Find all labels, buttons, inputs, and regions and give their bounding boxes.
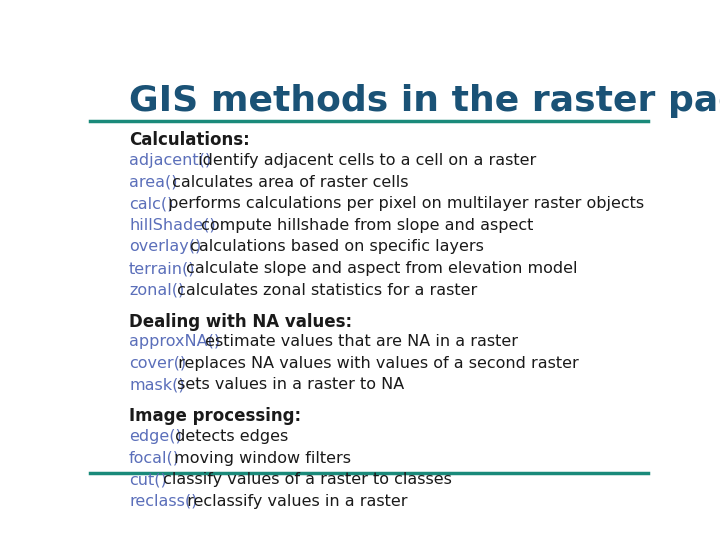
Text: terrain(): terrain() [129,261,196,276]
Text: Image processing:: Image processing: [129,407,301,426]
Text: calculate slope and aspect from elevation model: calculate slope and aspect from elevatio… [181,261,577,276]
Text: approxNA(): approxNA() [129,334,220,349]
Text: calc(): calc() [129,196,174,211]
Text: cut(): cut() [129,472,167,487]
Text: Calculations:: Calculations: [129,131,250,150]
Text: Dealing with NA values:: Dealing with NA values: [129,313,352,330]
Text: overlay(): overlay() [129,239,202,254]
Text: sets values in a raster to NA: sets values in a raster to NA [172,377,405,393]
Text: calculations based on specific layers: calculations based on specific layers [185,239,484,254]
Text: area(): area() [129,174,178,190]
Text: adjacent(): adjacent() [129,153,211,168]
Text: cover(): cover() [129,356,186,371]
Text: zonal(): zonal() [129,282,184,298]
Text: calculates area of raster cells: calculates area of raster cells [166,174,408,190]
Text: hillShade(): hillShade() [129,218,216,233]
Text: focal(): focal() [129,451,180,465]
Text: edge(): edge() [129,429,182,444]
Text: GIS methods in the raster package (2): GIS methods in the raster package (2) [129,84,720,118]
Text: replaces NA values with values of a second raster: replaces NA values with values of a seco… [174,356,579,371]
Text: calculates zonal statistics for a raster: calculates zonal statistics for a raster [172,282,477,298]
Text: detects edges: detects edges [170,429,288,444]
Text: classify values of a raster to classes: classify values of a raster to classes [158,472,452,487]
Text: reclass(): reclass() [129,494,197,509]
Text: estimate values that are NA in a raster: estimate values that are NA in a raster [199,334,518,349]
Text: identify adjacent cells to a cell on a raster: identify adjacent cells to a cell on a r… [193,153,536,168]
Text: mask(): mask() [129,377,185,393]
Text: reclassify values in a raster: reclassify values in a raster [182,494,408,509]
Text: compute hillshade from slope and aspect: compute hillshade from slope and aspect [196,218,534,233]
Text: moving window filters: moving window filters [168,451,351,465]
Text: performs calculations per pixel on multilayer raster objects: performs calculations per pixel on multi… [163,196,644,211]
